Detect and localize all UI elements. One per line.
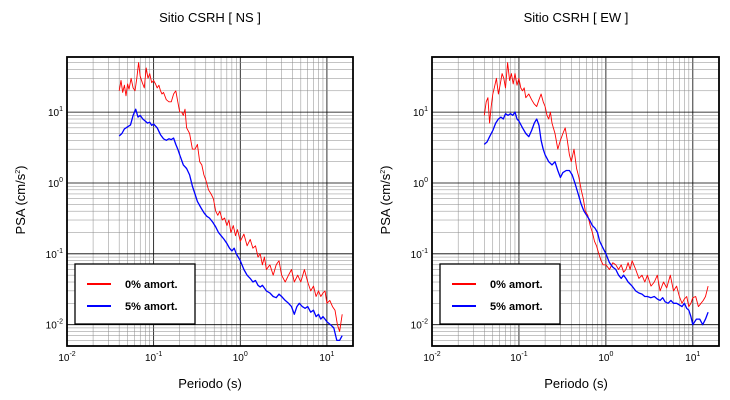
y-tick-label: 100 (48, 177, 63, 190)
x-tick-label: 101 (685, 351, 700, 364)
tick-exponent: 0 (609, 351, 613, 358)
tick-exponent: 1 (331, 351, 335, 358)
legend-label: 5% amort. (490, 301, 543, 313)
tick-base: 10 (411, 250, 423, 261)
tick-exponent: 1 (696, 351, 700, 358)
series-line-0pct (118, 62, 343, 332)
legend-label: 5% amort. (125, 301, 178, 313)
tick-exponent: 1 (59, 106, 63, 113)
tick-base: 10 (58, 353, 70, 364)
tick-base: 10 (46, 250, 58, 261)
legend-label: 0% amort. (490, 279, 543, 291)
y-axis-label-sup: 2 (15, 170, 22, 174)
x-axis-label: Periodo (s) (178, 376, 242, 391)
x-tick-label: 10-1 (510, 351, 527, 364)
x-tick-label: 10-2 (423, 351, 440, 364)
x-tick-label: 10-2 (58, 351, 75, 364)
legend: 0% amort. 5% amort. (74, 263, 196, 325)
y-tick-label: 10-1 (411, 248, 428, 261)
tick-exponent: -1 (57, 248, 63, 255)
tick-base: 10 (411, 321, 423, 332)
grid (431, 56, 720, 347)
y-axis-label-end: ) (13, 166, 28, 170)
x-axis-label: Periodo (s) (544, 376, 608, 391)
tick-exponent: 0 (59, 177, 63, 184)
tick-exponent: 1 (424, 106, 428, 113)
x-tick-label: 10-1 (145, 351, 162, 364)
y-tick-label: 10-2 (46, 319, 63, 332)
tick-base: 10 (598, 353, 610, 364)
tick-exponent: 0 (244, 351, 248, 358)
y-axis-label: PSA (cm/s2) (378, 166, 393, 235)
tick-exponent: -1 (521, 351, 527, 358)
plot-frame (431, 56, 720, 347)
y-tick-label: 101 (48, 106, 63, 119)
y-axis-label-sup: 2 (380, 170, 387, 174)
tick-exponent: -2 (422, 319, 428, 326)
y-tick-label: 101 (413, 106, 428, 119)
tick-exponent: -2 (57, 319, 63, 326)
series-line-5pct (118, 108, 343, 342)
tick-exponent: -1 (422, 248, 428, 255)
y-axis-label-end: ) (378, 166, 393, 170)
tick-base: 10 (685, 353, 697, 364)
x-tick-label: 100 (598, 351, 613, 364)
y-axis-label-main: PSA (cm/s (13, 173, 28, 234)
chart-ew: Sitio CSRH [ EW ] Periodo (s) PSA (cm/s2… (378, 10, 720, 391)
tick-base: 10 (48, 179, 60, 190)
tick-exponent: -2 (434, 351, 440, 358)
chart-title: Sitio CSRH [ EW ] (524, 10, 629, 25)
tick-base: 10 (423, 353, 435, 364)
legend-box (74, 263, 196, 325)
legend-box (439, 263, 561, 325)
tick-exponent: -1 (156, 351, 162, 358)
y-axis-label-main: PSA (cm/s (378, 173, 393, 234)
tick-base: 10 (413, 108, 425, 119)
chart-ns: Sitio CSRH [ NS ] Periodo (s) PSA (cm/s2… (13, 10, 354, 391)
tick-base: 10 (233, 353, 245, 364)
series-line-0pct (483, 62, 709, 308)
tick-base: 10 (145, 353, 157, 364)
tick-exponent: -2 (69, 351, 75, 358)
legend-label: 0% amort. (125, 279, 178, 291)
tick-base: 10 (510, 353, 522, 364)
y-axis-label: PSA (cm/s2) (13, 166, 28, 235)
y-tick-label: 10-2 (411, 319, 428, 332)
tick-base: 10 (319, 353, 331, 364)
legend: 0% amort. 5% amort. (439, 263, 561, 325)
x-tick-label: 100 (233, 351, 248, 364)
y-tick-label: 100 (413, 177, 428, 190)
x-tick-label: 101 (319, 351, 334, 364)
tick-base: 10 (413, 179, 425, 190)
plot-frame (66, 56, 354, 347)
series-line-5pct (483, 111, 709, 326)
tick-base: 10 (48, 108, 60, 119)
tick-base: 10 (46, 321, 58, 332)
tick-exponent: 0 (424, 177, 428, 184)
y-tick-label: 10-1 (46, 248, 63, 261)
chart-title: Sitio CSRH [ NS ] (159, 10, 261, 25)
